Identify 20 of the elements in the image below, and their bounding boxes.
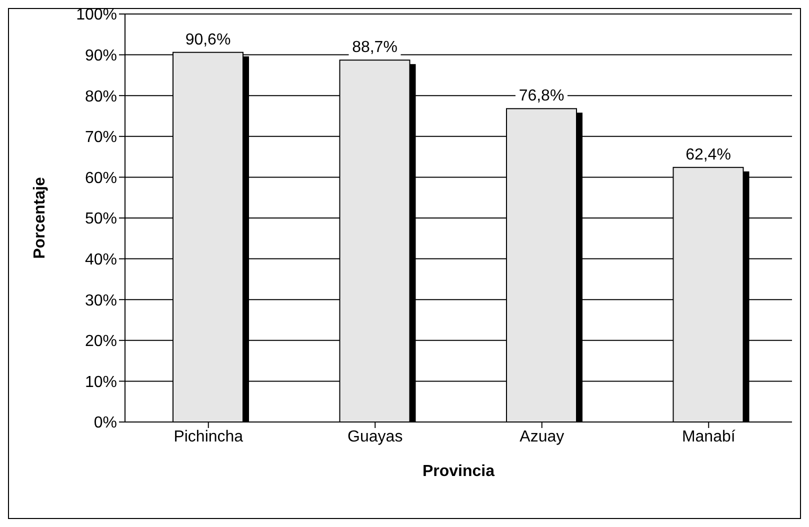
y-axis-title: Porcentaje [32,176,49,259]
y-tick-label: 70% [84,129,117,146]
y-tick-label: 90% [84,47,117,64]
y-tick-label: 60% [84,170,117,187]
y-tick-label: 50% [84,210,117,228]
data-label: 76,8% [518,88,564,105]
y-tick-label: 40% [84,251,117,268]
x-tick-label: Pichincha [174,428,244,446]
y-tick-label: 10% [84,374,117,391]
y-tick-label: 80% [84,88,117,106]
data-label: 90,6% [185,31,231,48]
y-tick-label: 20% [84,333,117,350]
x-tick-label: Manabí [682,428,736,446]
data-label: 88,7% [352,39,398,56]
x-tick-label: Azuay [520,428,564,446]
x-tick-label: Guayas [348,428,403,446]
x-axis-title: Provincia [422,463,495,480]
y-tick-label: 30% [84,292,117,310]
data-label: 62,4% [686,146,731,164]
y-tick-label: 0% [94,414,117,432]
